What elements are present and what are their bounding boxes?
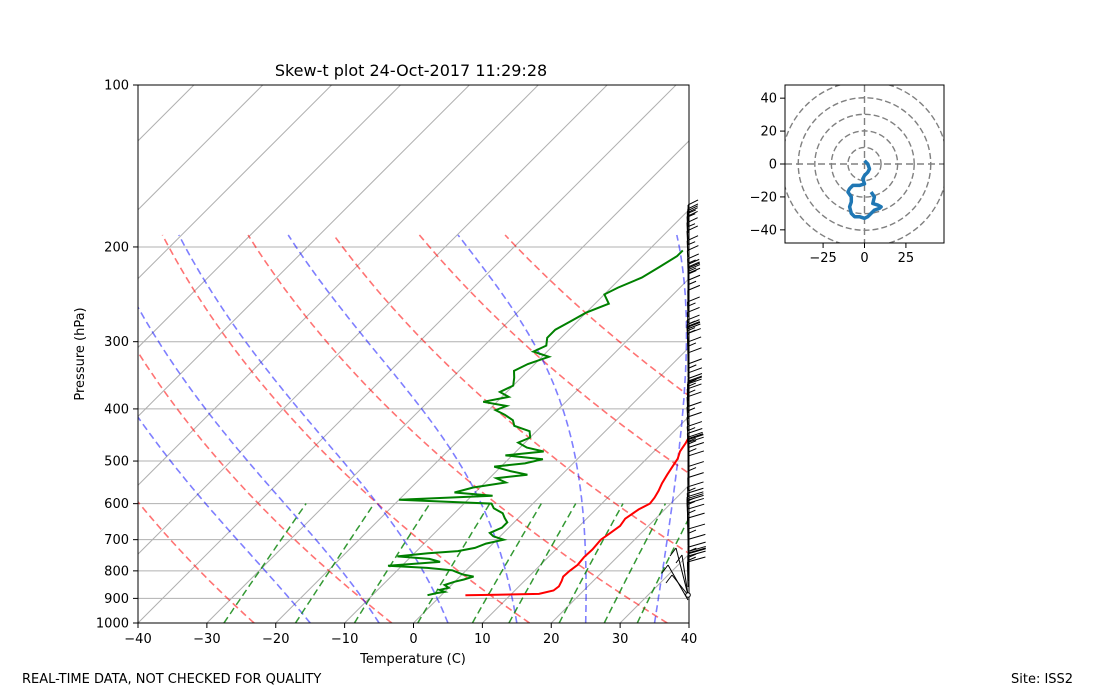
x-axis-label: Temperature (C) xyxy=(359,652,466,667)
wind-barb xyxy=(687,523,706,546)
moist-adiabat xyxy=(138,305,380,623)
moist-adiabat xyxy=(178,234,449,623)
isotherm-line xyxy=(413,346,689,623)
x-tick-label: 0 xyxy=(409,632,417,647)
dry-adiabat xyxy=(138,350,393,623)
hodograph-y-tick-label: −20 xyxy=(750,190,777,205)
mixing-ratio-line xyxy=(558,503,624,623)
hodograph-y-tick-label: 20 xyxy=(760,125,777,140)
mixing-ratio-line xyxy=(223,503,307,623)
wind-barb xyxy=(687,296,700,318)
wind-barb xyxy=(687,550,706,582)
dry-adiabat xyxy=(161,234,531,623)
y-tick-label: 300 xyxy=(104,335,129,350)
hodograph: −25 0 25 −40 −20 0 20 40 xyxy=(750,84,945,266)
range-ring xyxy=(847,146,882,182)
isotherm-line xyxy=(138,85,539,486)
mixing-ratio-line xyxy=(603,503,667,623)
wind-barb xyxy=(686,556,706,588)
wind-barb xyxy=(669,547,689,596)
wind-barb xyxy=(687,442,704,474)
moist-adiabat xyxy=(653,234,688,623)
x-tick-label: 30 xyxy=(612,632,629,647)
isotherm-line xyxy=(275,209,689,623)
wind-barb xyxy=(687,472,704,492)
wind-barb xyxy=(686,411,702,432)
isotherm-line xyxy=(0,85,56,623)
y-tick-label: 1000 xyxy=(96,617,129,632)
chart-title: Skew-t plot 24-Oct-2017 11:29:28 xyxy=(275,61,547,80)
isotherm-line xyxy=(482,415,689,623)
isotherm-line xyxy=(138,85,677,623)
isotherm-line xyxy=(206,140,689,623)
wind-barb xyxy=(687,284,701,312)
wind-barb xyxy=(686,306,700,324)
x-tick-label: 40 xyxy=(681,632,698,647)
wind-barb xyxy=(665,574,689,596)
isotherm-line xyxy=(138,85,195,142)
mixing-ratio-line xyxy=(294,503,375,623)
temperature-profile xyxy=(465,434,689,597)
range-ring xyxy=(814,113,915,215)
wind-barb xyxy=(686,481,704,498)
y-tick-label: 700 xyxy=(104,533,129,548)
isotherm-line xyxy=(550,484,689,623)
isotherm-line xyxy=(758,85,1100,623)
x-tick-label: −10 xyxy=(331,632,358,647)
isotherm-line xyxy=(688,622,689,623)
calm-wind-marker xyxy=(685,592,691,598)
y-tick-label: 200 xyxy=(104,240,129,255)
hodograph-y-tick-label: −40 xyxy=(750,223,777,238)
isotherm-line xyxy=(619,553,689,623)
moist-adiabat xyxy=(138,415,311,623)
hodograph-x-tick-label: 25 xyxy=(898,251,915,266)
isotherm-line xyxy=(138,85,470,418)
moist-adiabat xyxy=(457,234,587,623)
isotherm-line xyxy=(138,85,264,211)
hodograph-x-tick-label: 0 xyxy=(860,251,868,266)
dry-adiabat xyxy=(247,234,668,623)
mixing-ratio-line xyxy=(471,503,542,623)
isotherm-line xyxy=(344,277,689,623)
dry-adiabat xyxy=(418,234,689,475)
isotherm-line xyxy=(138,85,332,280)
x-tick-label: 10 xyxy=(474,632,491,647)
dry-adiabat xyxy=(138,500,255,623)
y-tick-label: 800 xyxy=(104,564,129,579)
skewt-plot: −40 −30 −20 −10 0 10 20 30 401002003004005006007… xyxy=(0,61,1100,667)
isotherm-line xyxy=(138,85,608,555)
mixing-ratio-line xyxy=(353,503,431,623)
mixing-ratio-line xyxy=(508,503,577,623)
dewpoint-profile xyxy=(387,249,684,597)
y-tick-label: 900 xyxy=(104,592,129,607)
hodograph-y-tick-label: 40 xyxy=(760,92,777,107)
x-tick-label: −40 xyxy=(124,632,151,647)
site-label: Site: ISS2 xyxy=(1011,672,1074,687)
hodograph-x-tick-label: −25 xyxy=(809,251,836,266)
y-tick-label: 100 xyxy=(104,79,129,94)
isotherm-line xyxy=(138,85,401,349)
x-tick-label: −30 xyxy=(193,632,220,647)
x-tick-label: −20 xyxy=(262,632,289,647)
dry-adiabat xyxy=(504,234,689,397)
y-axis-label: Pressure (hPa) xyxy=(73,307,88,400)
y-tick-label: 500 xyxy=(104,455,129,470)
y-tick-label: 600 xyxy=(104,497,129,512)
quality-disclaimer: REAL-TIME DATA, NOT CHECKED FOR QUALITY xyxy=(22,672,322,687)
y-tick-label: 400 xyxy=(104,402,129,417)
hodograph-y-tick-label: 0 xyxy=(769,158,777,173)
wind-barb xyxy=(687,548,706,576)
skewt-frame xyxy=(137,84,690,624)
x-tick-label: 20 xyxy=(543,632,560,647)
moist-adiabat xyxy=(287,234,518,623)
mixing-ratio-line xyxy=(636,516,689,623)
wind-barb xyxy=(675,554,689,596)
hodograph-trace xyxy=(846,159,883,221)
